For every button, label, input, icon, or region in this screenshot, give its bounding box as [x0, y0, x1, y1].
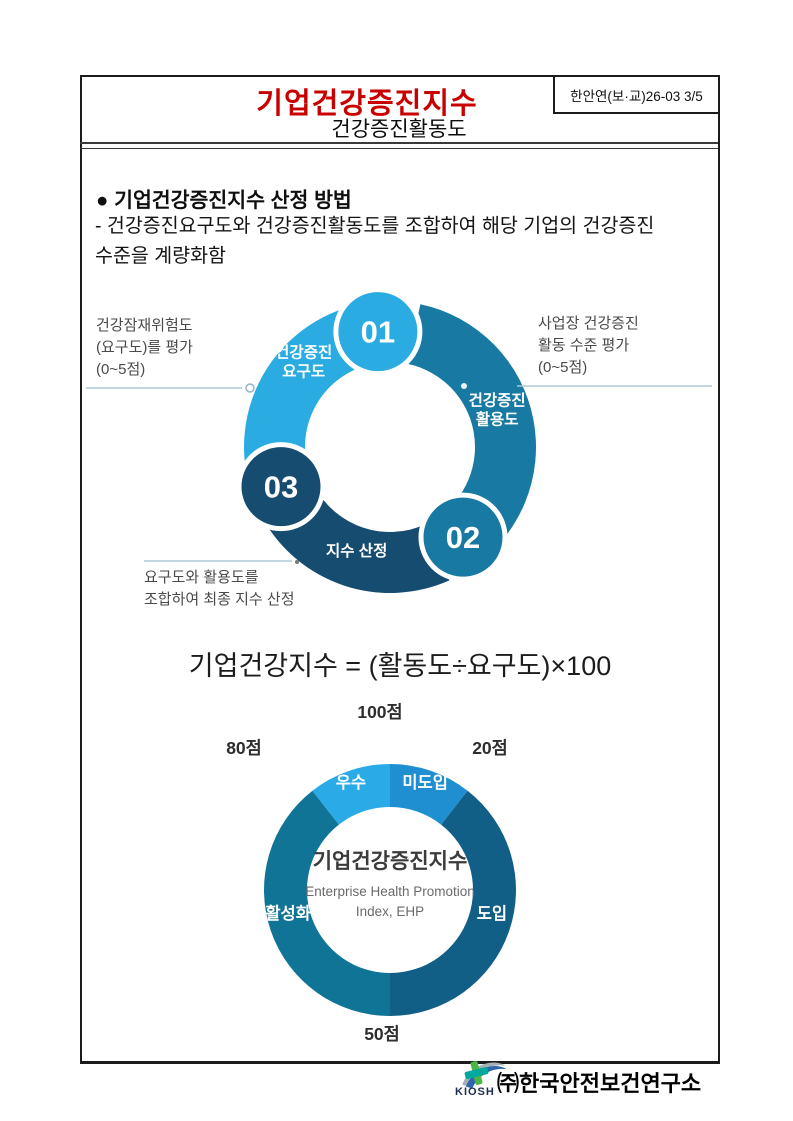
gauge-segment-우수: [312, 764, 390, 825]
index-formula: 기업건강지수 = (활동도÷요구도)×100: [188, 651, 612, 681]
callout-dot: [461, 383, 467, 389]
segment-label: 활성화: [265, 903, 311, 923]
document-number: 한안연(보·교)26-03 3/5: [570, 88, 703, 104]
segment-label: 미도입: [402, 773, 448, 792]
section-body: - 건강증진요구도와 건강증진활동도를 조합하여 해당 기업의 건강증진 수준을…: [95, 212, 710, 271]
callout-text-needs: 건강잠재위험도 (요구도)를 평가 (0~5점): [96, 317, 193, 378]
gauge-score-label: 50점: [364, 1024, 400, 1044]
callout-dot: [295, 560, 299, 564]
cycle-step-number: 01: [361, 315, 395, 350]
segment-label: 건강증진 활용도: [469, 391, 526, 428]
cycle-step-number: 02: [446, 520, 480, 555]
cycle-step-number: 03: [264, 470, 298, 505]
document-number-box: 한안연(보·교)26-03 3/5: [553, 77, 718, 114]
cycle-step-bubble-03: [236, 442, 326, 532]
header-divider: [80, 142, 718, 149]
gauge-center-text: Index, EHP: [356, 904, 424, 919]
gauge-segment-활성화: [264, 790, 390, 1016]
gauge-score-label: 100점: [357, 702, 402, 722]
gauge-center-text: 기업건강증진지수: [313, 850, 468, 873]
kiosh-logo-text: KIOSH: [455, 1086, 495, 1098]
callout-text-index: 요구도와 활용도를 조합하여 최종 지수 산정: [144, 569, 295, 608]
cycle-step-bubble-01: [333, 287, 423, 377]
footer-company-name: ㈜한국안전보건연구소: [497, 1071, 702, 1096]
segment-label: 건강증진 요구도: [275, 344, 332, 381]
body-text-line-2: 수준을 계량화함: [95, 244, 226, 267]
section-heading: ● 기업건강증진지수 산정 방법: [96, 189, 352, 212]
gauge-center-text: Enterprise Health Promotion: [305, 884, 475, 899]
cycle-step-bubble-02: [418, 492, 508, 582]
kiosh-logo: [462, 1061, 507, 1089]
segment-label: 지수 산정: [326, 542, 387, 560]
logo-green-cross: [464, 1061, 489, 1085]
gauge-segment-도입: [390, 790, 516, 1016]
gauge-segment-미도입: [390, 764, 468, 825]
page-subtitle: 건강증진활동도: [331, 118, 467, 141]
segment-label: 도입: [477, 904, 507, 923]
gauge-score-label: 80점: [226, 738, 262, 758]
gauge-score-label: 20점: [472, 738, 508, 758]
callout-text-activity: 사업장 건강증진 활동 수준 평가 (0~5점): [538, 315, 639, 376]
cycle-segment-02: [407, 304, 536, 569]
body-text-line-1: - 건강증진요구도와 건강증진활동도를 조합하여 해당 기업의 건강증진: [95, 215, 655, 237]
document-border-box: [80, 75, 720, 1064]
callout-dot: [245, 383, 255, 393]
segment-label: 우수: [336, 773, 366, 792]
page-title: 기업건강증진지수: [256, 88, 478, 120]
